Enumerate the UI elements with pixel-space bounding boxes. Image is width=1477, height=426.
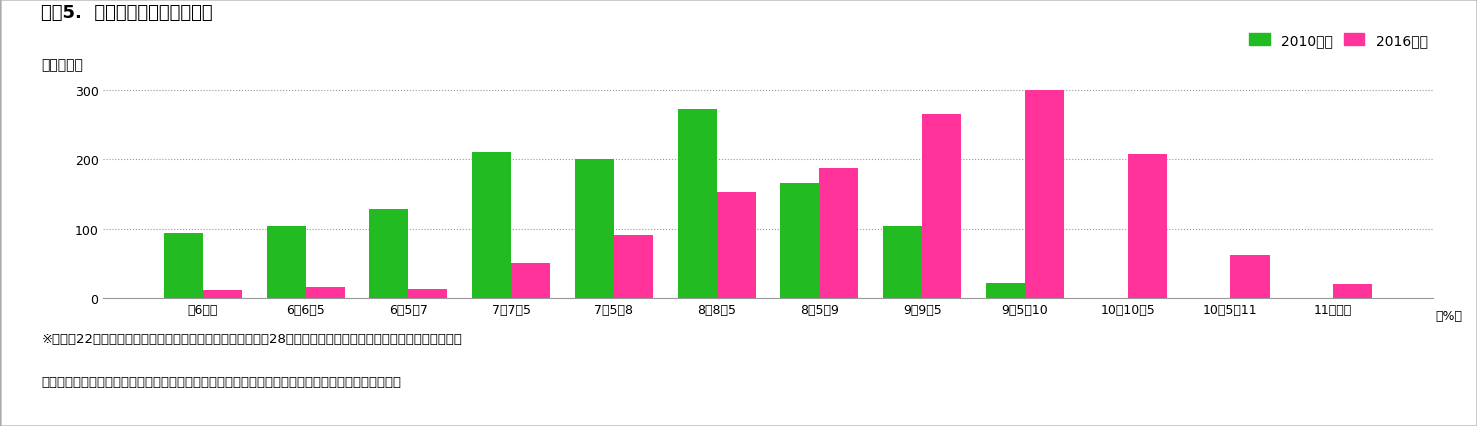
- Bar: [716, 192, 756, 298]
- Bar: [306, 288, 344, 298]
- Text: （%）: （%）: [1436, 309, 1462, 322]
- Bar: [369, 210, 408, 298]
- Bar: [614, 236, 653, 298]
- Bar: [266, 226, 306, 298]
- Bar: [1230, 255, 1270, 298]
- Legend: 2010年度, 2016年度: 2010年度, 2016年度: [1244, 28, 1433, 53]
- Bar: [408, 289, 448, 298]
- Bar: [883, 227, 922, 298]
- Bar: [202, 290, 242, 298]
- Bar: [1025, 90, 1063, 298]
- Bar: [511, 264, 551, 298]
- Text: 図表5.  保険料率ごとの組合分布: 図表5. 保険料率ごとの組合分布: [41, 4, 213, 22]
- Bar: [922, 115, 962, 298]
- Text: も健康保険組合連合会）における、予算データ報告があった組合ベースの数値をもとに、筆者作成: も健康保険組合連合会）における、予算データ報告があった組合ベースの数値をもとに、…: [41, 375, 402, 388]
- Bar: [575, 160, 614, 298]
- Text: （組合数）: （組合数）: [41, 58, 83, 72]
- Bar: [985, 283, 1025, 298]
- Bar: [1334, 285, 1372, 298]
- Bar: [678, 110, 716, 298]
- Bar: [820, 169, 858, 298]
- Bar: [473, 153, 511, 298]
- Bar: [164, 234, 202, 298]
- Bar: [780, 184, 820, 298]
- Text: ※「平成22年度健保組合予算早期集計結果の概要」、「平成28年度健保組合予算早期集計結果の概要」（いずれ: ※「平成22年度健保組合予算早期集計結果の概要」、「平成28年度健保組合予算早期…: [41, 332, 462, 345]
- Bar: [1128, 154, 1167, 298]
